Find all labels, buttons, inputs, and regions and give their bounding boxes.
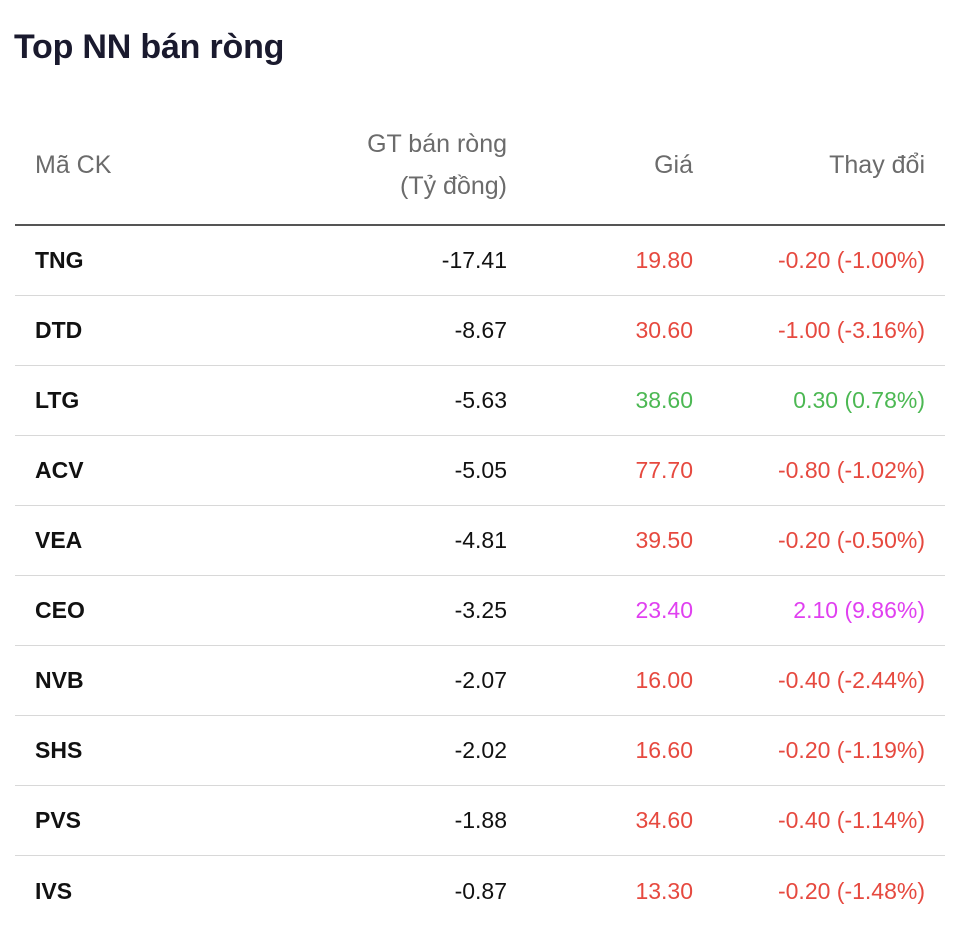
net-value-cell: -5.05 [454,457,507,483]
change-cell: -1.00 (-3.16%) [777,317,925,343]
net-sell-table: Mã CK GT bán ròng (Tỷ đồng) Giá Thay đổi… [15,106,945,926]
ticker-cell[interactable]: PVS [35,807,82,833]
net-value-cell: -2.02 [454,737,507,763]
ticker-cell[interactable]: VEA [35,527,83,553]
table-row[interactable]: CEO -3.25 23.40 2.10 (9.86%) [15,576,945,646]
ticker-cell[interactable]: IVS [35,877,73,904]
net-value-cell: -0.87 [454,877,507,904]
table-row[interactable]: TNG -17.41 19.80 -0.20 (-1.00%) [15,226,945,296]
price-cell: 77.70 [635,457,693,483]
ticker-cell[interactable]: TNG [35,247,84,273]
net-value-cell: -5.63 [454,387,507,413]
net-value-cell: -3.25 [454,597,507,623]
price-cell: 34.60 [635,807,693,833]
ticker-cell[interactable]: ACV [35,457,84,483]
header-net-value[interactable]: GT bán ròng (Tỷ đồng) [215,123,507,207]
ticker-cell[interactable]: DTD [35,317,83,343]
table-row[interactable]: NVB -2.07 16.00 -0.40 (-2.44%) [15,646,945,716]
table-row[interactable]: VEA -4.81 39.50 -0.20 (-0.50%) [15,506,945,576]
change-cell: -0.20 (-1.48%) [777,877,925,904]
header-ticker[interactable]: Mã CK [35,151,112,179]
ticker-cell[interactable]: CEO [35,597,85,623]
header-price[interactable]: Giá [654,151,693,179]
change-cell: -0.20 (-1.00%) [777,247,925,273]
price-cell: 23.40 [635,597,693,623]
table-row[interactable]: ACV -5.05 77.70 -0.80 (-1.02%) [15,436,945,506]
table-row[interactable]: IVS -0.87 13.30 -0.20 (-1.48%) [15,856,945,926]
change-cell: -0.80 (-1.02%) [777,457,925,483]
price-cell: 13.30 [635,877,693,904]
table-header: Mã CK GT bán ròng (Tỷ đồng) Giá Thay đổi [15,106,945,226]
price-cell: 38.60 [635,387,693,413]
change-cell: -0.40 (-2.44%) [777,667,925,693]
net-value-cell: -4.81 [454,527,507,553]
net-value-cell: -1.88 [454,807,507,833]
net-value-cell: -8.67 [454,317,507,343]
change-cell: 0.30 (0.78%) [793,387,925,413]
price-cell: 19.80 [635,247,693,273]
table-row[interactable]: LTG -5.63 38.60 0.30 (0.78%) [15,366,945,436]
change-cell: -0.20 (-1.19%) [777,737,925,763]
change-cell: 2.10 (9.86%) [793,597,925,623]
price-cell: 39.50 [635,527,693,553]
header-change[interactable]: Thay đổi [829,151,925,179]
change-cell: -0.20 (-0.50%) [777,527,925,553]
ticker-cell[interactable]: LTG [35,387,80,413]
page-title: Top NN bán ròng [14,28,285,66]
header-net-value-line2: (Tỷ đồng) [400,172,507,200]
header-net-value-line1: GT bán ròng [367,130,507,158]
price-cell: 16.00 [635,667,693,693]
price-cell: 30.60 [635,317,693,343]
ticker-cell[interactable]: SHS [35,737,83,763]
price-cell: 16.60 [635,737,693,763]
table-row[interactable]: DTD -8.67 30.60 -1.00 (-3.16%) [15,296,945,366]
table-row[interactable]: SHS -2.02 16.60 -0.20 (-1.19%) [15,716,945,786]
net-value-cell: -17.41 [441,247,507,273]
ticker-cell[interactable]: NVB [35,667,84,693]
change-cell: -0.40 (-1.14%) [777,807,925,833]
table-row[interactable]: PVS -1.88 34.60 -0.40 (-1.14%) [15,786,945,856]
net-value-cell: -2.07 [454,667,507,693]
